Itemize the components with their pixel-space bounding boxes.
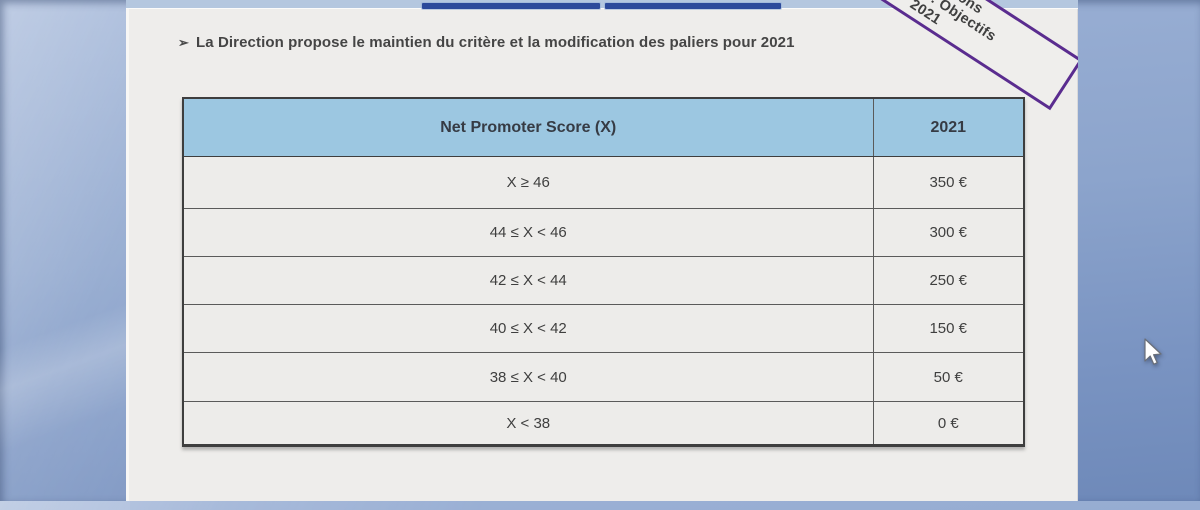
table-row: X ≥ 46 350 € [182, 156, 1025, 209]
payout-cell: 0 € [872, 401, 1025, 446]
nps-column-header: Net Promoter Score (X) [182, 97, 874, 157]
slide-title-text: La Direction propose le maintien du crit… [196, 34, 795, 51]
nps-range-cell: X ≥ 46 [182, 156, 874, 209]
arrow-bullet-icon: ➢ [178, 35, 189, 50]
nps-range-cell: X < 38 [182, 401, 874, 446]
payout-cell: 300 € [872, 208, 1025, 257]
payout-cell: 250 € [872, 256, 1025, 305]
desktop-background-swoosh [0, 210, 130, 510]
payout-cell: 50 € [872, 352, 1025, 402]
nps-range-cell: 42 ≤ X < 44 [182, 256, 874, 305]
mouse-cursor-icon [1144, 338, 1162, 365]
table-row: 38 ≤ X < 40 50 € [182, 352, 1025, 402]
table-row: 40 ≤ X < 42 150 € [182, 304, 1025, 353]
slide-top-strip [126, 0, 1078, 9]
table-header-row: Net Promoter Score (X) 2021 [182, 97, 1025, 157]
presentation-slide: ➢ La Direction propose le maintien du cr… [126, 0, 1078, 501]
nps-paliers-table: Net Promoter Score (X) 2021 X ≥ 46 350 €… [182, 97, 1025, 447]
table-row: X < 38 0 € [182, 401, 1025, 446]
table-row: 42 ≤ X < 44 250 € [182, 256, 1025, 305]
year-column-header: 2021 [872, 97, 1025, 157]
nps-range-cell: 38 ≤ X < 40 [182, 352, 874, 402]
slide-accent-bar-left [422, 3, 600, 9]
nps-range-cell: 40 ≤ X < 42 [182, 304, 874, 353]
payout-cell: 150 € [872, 304, 1025, 353]
table-row: 44 ≤ X < 46 300 € [182, 208, 1025, 257]
slide-title: ➢ La Direction propose le maintien du cr… [178, 34, 998, 51]
slide-accent-bar-right [605, 3, 781, 9]
payout-cell: 350 € [872, 156, 1025, 209]
corner-stamp: Propositions Direction : Objectifs 2021 [785, 0, 1078, 111]
nps-range-cell: 44 ≤ X < 46 [182, 208, 874, 257]
